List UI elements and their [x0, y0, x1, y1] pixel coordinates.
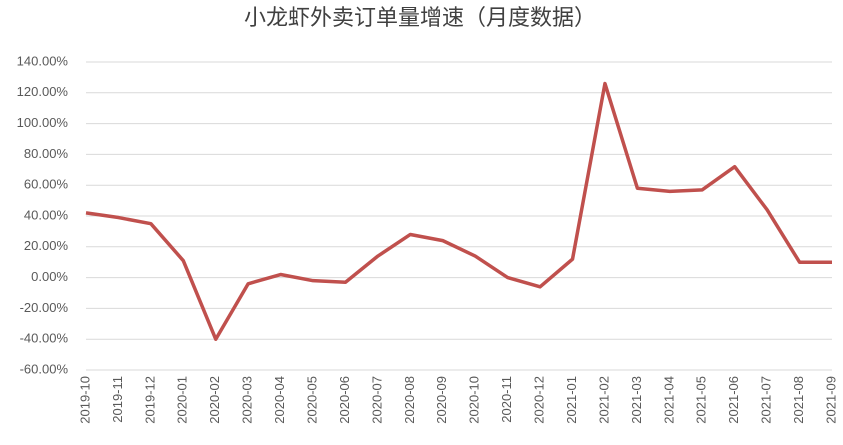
- y-tick-label: 120.00%: [17, 84, 69, 99]
- y-tick-label: 100.00%: [17, 115, 69, 130]
- x-tick-label: 2020-09: [434, 376, 449, 424]
- x-tick-label: 2020-04: [272, 376, 287, 424]
- y-tick-label: -60.00%: [20, 361, 69, 376]
- series-line: [85, 81, 832, 341]
- chart-title: 小龙虾外卖订单量增速（月度数据）: [244, 6, 596, 31]
- x-tick-label: 2020-03: [240, 376, 255, 424]
- x-tick-label: 2020-06: [337, 376, 352, 424]
- y-tick-label: 20.00%: [24, 238, 69, 253]
- x-tick-label: 2021-04: [661, 376, 676, 424]
- x-tick-label: 2021-02: [596, 376, 611, 424]
- y-tick-label: -40.00%: [20, 331, 69, 346]
- x-tick-label: 2021-08: [791, 376, 806, 424]
- y-tick-label: 140.00%: [17, 53, 69, 68]
- y-tick-label: -20.00%: [20, 300, 69, 315]
- x-tick-label: 2021-07: [759, 376, 774, 424]
- x-tick-label: 2021-05: [694, 376, 709, 424]
- x-tick-label: 2019-11: [110, 376, 125, 423]
- y-tick-label: 60.00%: [24, 177, 69, 192]
- x-tick-label: 2020-07: [369, 376, 384, 424]
- x-tick-label: 2020-05: [304, 376, 319, 424]
- y-tick-label: 0.00%: [31, 269, 68, 284]
- y-tick-label: 80.00%: [24, 146, 69, 161]
- x-tick-label: 2020-10: [467, 376, 482, 424]
- x-tick-label: 2021-01: [564, 376, 579, 424]
- x-tick-label: 2019-10: [77, 376, 92, 424]
- x-tick-label: 2021-09: [823, 376, 838, 424]
- y-tick-label: 40.00%: [24, 207, 69, 222]
- x-tick-label: 2021-06: [726, 376, 741, 424]
- x-tick-label: 2020-11: [499, 376, 514, 423]
- x-tick-label: 2021-03: [629, 376, 644, 424]
- x-tick-label: 2020-12: [532, 376, 547, 424]
- x-tick-label: 2020-08: [402, 376, 417, 424]
- x-tick-label: 2020-02: [207, 376, 222, 424]
- x-tick-label: 2020-01: [175, 376, 190, 424]
- x-tick-label: 2019-12: [142, 376, 157, 424]
